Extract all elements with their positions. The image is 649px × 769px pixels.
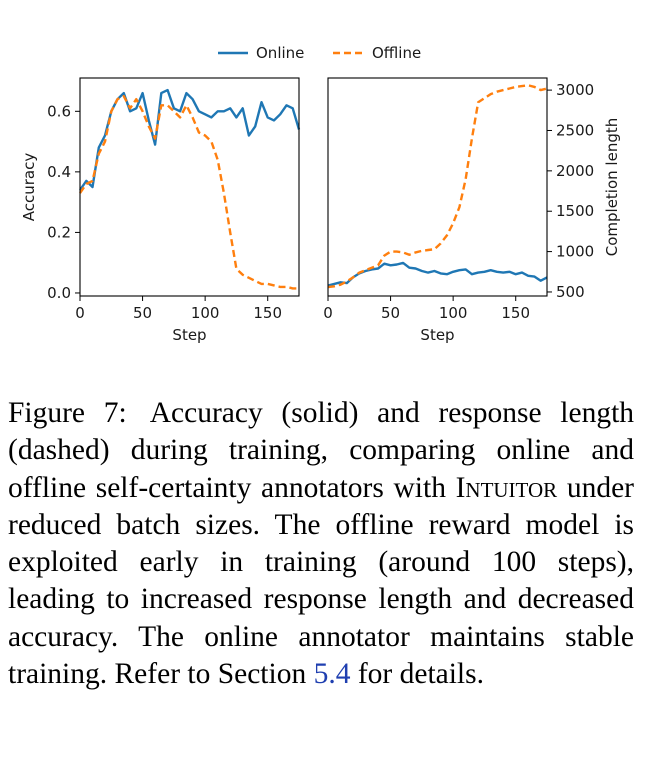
y-tick-label: 1000 xyxy=(556,243,594,261)
axes-frame-left xyxy=(79,77,300,297)
training-figure: Online Offline 0 50 100 150 Step 0.0 0.2 0.4 0.6 Ac… xyxy=(20,44,621,344)
x-tick-label: 50 xyxy=(133,304,152,322)
y-tick-label: 1500 xyxy=(556,202,594,220)
series-line-online-right xyxy=(327,261,548,287)
legend: Online Offline xyxy=(218,44,421,62)
caption-text-part2: under reduced batch sizes. The offline r… xyxy=(8,471,634,691)
y-axis-label-right: Completion length xyxy=(603,118,621,257)
x-tick-label: 50 xyxy=(381,304,400,322)
x-tick-label: 150 xyxy=(253,304,282,322)
caption-text-part3: for details. xyxy=(350,658,484,691)
figure-caption: Figure 7: Accuracy (solid) and response … xyxy=(8,395,634,693)
x-tick-label: 100 xyxy=(439,304,468,322)
axes-frame-right xyxy=(327,77,548,297)
y-tick-label: 0.4 xyxy=(47,163,71,181)
legend-offline-label: Offline xyxy=(372,44,421,62)
series-line-offline-right xyxy=(327,84,548,289)
caption-label: Figure 7: xyxy=(8,397,127,429)
x-tick-label: 100 xyxy=(191,304,220,322)
caption-method-name: Intuitor xyxy=(455,471,558,504)
y-tick-label: 2500 xyxy=(556,121,594,139)
caption-text-part1: Accuracy (solid) and response length (da… xyxy=(8,397,635,504)
panel-right: 0 50 100 150 Step 500 1000 1500 2000 2500 3000 Comp… xyxy=(323,77,621,344)
series-line-offline-left xyxy=(79,94,299,290)
y-tick-label: 0.6 xyxy=(47,102,71,120)
y-tick-label: 0.0 xyxy=(47,284,71,302)
x-tick-label: 0 xyxy=(323,304,333,322)
y-tick-label: 500 xyxy=(556,283,585,301)
legend-online-label: Online xyxy=(256,44,304,62)
series-line-online-left xyxy=(79,88,301,191)
panel-left: 0 50 100 150 Step 0.0 0.2 0.4 0.6 Accuracy xyxy=(20,77,301,344)
x-axis-label-right: Step xyxy=(420,326,454,344)
y-tick-label: 0.2 xyxy=(47,223,71,241)
y-tick-label: 3000 xyxy=(556,81,594,99)
caption-section-link[interactable]: 5.4 xyxy=(313,658,351,691)
x-axis-label-left: Step xyxy=(172,326,206,344)
y-axis-label-left: Accuracy xyxy=(20,153,38,222)
y-tick-label: 2000 xyxy=(556,162,594,180)
x-tick-label: 150 xyxy=(501,304,530,322)
x-tick-label: 0 xyxy=(75,304,85,322)
